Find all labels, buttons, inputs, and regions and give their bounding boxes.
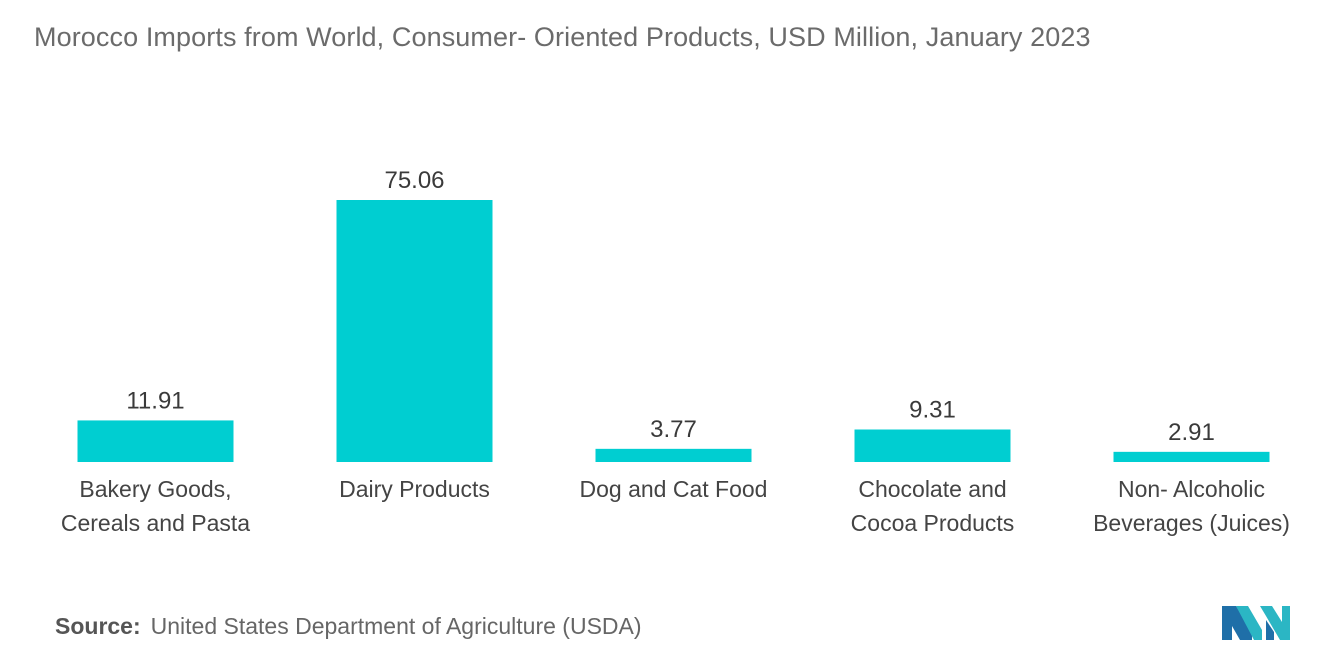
mordor-intelligence-logo-icon (1222, 606, 1290, 640)
category-label-2-line-0: Dog and Cat Food (580, 476, 768, 502)
category-label-3-line-1: Cocoa Products (851, 510, 1015, 536)
bar-1 (336, 200, 493, 462)
bar-0 (77, 420, 234, 462)
chart-title: Morocco Imports from World, Consumer- Or… (34, 22, 1091, 52)
category-label-4-line-1: Beverages (Juices) (1093, 510, 1290, 536)
source-label: Source: (55, 613, 141, 639)
value-label-1: 75.06 (384, 167, 444, 194)
category-label-0-line-1: Cereals and Pasta (61, 510, 250, 536)
bar-chart: 11.91 Bakery Goods, Cereals and Pasta 75.06… (61, 167, 1290, 536)
value-label-4: 2.91 (1168, 419, 1215, 446)
bar-3 (854, 429, 1011, 462)
source-note: Source: United States Department of Agric… (55, 613, 642, 640)
value-label-3: 9.31 (909, 397, 956, 424)
source-text: United States Department of Agriculture … (150, 613, 642, 639)
category-label-0-line-0: Bakery Goods, (79, 476, 231, 502)
category-label-1-line-0: Dairy Products (339, 476, 490, 502)
bar-4 (1113, 451, 1270, 462)
category-label-3-line-0: Chocolate and (858, 476, 1006, 502)
value-label-0: 11.91 (126, 387, 184, 414)
bar-2 (595, 448, 752, 462)
category-label-4-line-0: Non- Alcoholic (1118, 476, 1265, 502)
value-label-2: 3.77 (650, 416, 697, 443)
